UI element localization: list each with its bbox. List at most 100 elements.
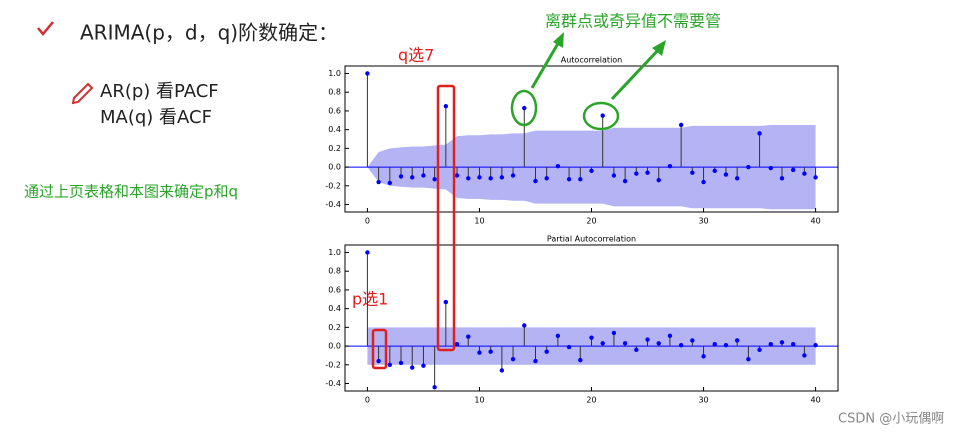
stem-marker [443,104,449,109]
stem-marker [578,177,583,182]
watermark: CSDN @小玩偶啊 [838,412,944,427]
stem-marker [712,342,717,347]
conclusion: 通过上页表格和本图来确定p和q [24,183,238,201]
stem-marker [522,105,527,111]
axes-frame [344,65,839,213]
stem-marker [600,113,605,118]
stem-marker [398,174,404,179]
stem-marker [589,168,594,174]
stem-marker [790,342,796,347]
stem-marker [678,342,684,348]
x-tick-label: 40 [810,217,820,226]
pencil-icon [71,82,94,105]
arrow-head [652,40,666,56]
x-tick-label: 0 [365,396,370,405]
stem-marker [611,330,617,336]
y-tick-label: 1.0 [328,248,341,257]
outlier-circle [510,89,538,127]
stem-marker [667,163,673,169]
y-tick-label: 0.2 [328,144,341,153]
y-tick-label: 0.6 [328,106,341,115]
stem-marker [387,362,393,367]
stem-marker [555,333,561,338]
stem-marker [510,173,516,178]
x-tick-label: 0 [365,217,370,226]
stem-marker [746,356,751,362]
stem-marker [510,356,516,362]
stem-marker [734,338,740,343]
stem-marker [589,335,594,340]
note: MA(q) 看ACF [100,107,212,128]
stem-marker [622,341,628,346]
arrow [530,39,562,89]
y-tick-label: 0.4 [328,125,341,134]
stem-marker [690,338,695,343]
stem-marker [622,178,628,184]
y-tick-label: 0.0 [328,342,341,351]
p-note: p选1 [352,290,388,309]
stem-marker [544,349,549,354]
arrow-head [553,32,564,48]
stem-marker [533,178,538,184]
stem-marker [454,173,460,178]
stem-marker [746,164,751,170]
stem-marker [365,250,370,255]
stem-marker [432,385,437,390]
x-tick-label: 10 [474,396,484,405]
stem-marker [454,342,460,347]
axes-frame [344,244,839,392]
stem-marker [488,176,493,181]
stem-marker [499,175,505,180]
stem-marker [421,173,426,178]
stem-marker [712,168,717,174]
q-note: q选7 [398,46,434,65]
stem-marker [488,349,493,354]
stem-marker [690,170,695,175]
stem-marker [645,337,650,342]
stem-marker [813,342,818,348]
y-tick-label: -0.4 [325,200,341,209]
x-tick-label: 20 [586,217,596,226]
y-tick-label: 0.8 [328,88,341,97]
chart-title: Partial Autocorrelation [547,235,636,244]
stem-marker [645,170,650,175]
stem-marker [566,344,572,350]
x-tick-label: 20 [586,396,596,405]
stem-marker [466,176,471,181]
stem-marker [432,177,437,182]
stem-marker [723,342,729,348]
stem-marker [410,175,415,180]
charts: Autocorrelation 1.0 0.8 0.6 0.4 0.2 0.0 -0.2 -0.… [325,56,839,405]
x-tick-label: 30 [698,396,708,405]
q-box [436,84,456,352]
stem-marker [600,341,605,346]
stem-marker [802,353,807,358]
stem-marker [376,179,381,185]
stem-marker [443,299,449,305]
stem-marker [544,176,549,181]
y-tick-label: 0.8 [328,267,341,276]
y-tick-label: 0.4 [328,304,341,313]
y-tick-label: 0.0 [328,163,341,172]
y-tick-label: -0.2 [325,181,341,190]
stem-marker [802,171,807,176]
stem-marker [477,350,482,355]
stem-marker [779,340,785,345]
stem-marker [723,172,729,177]
y-tick-label: -0.2 [325,360,341,369]
y-tick-label: -0.4 [325,379,341,388]
stem-marker [566,177,572,182]
stem-marker [757,347,762,353]
x-tick-label: 40 [810,396,820,405]
stem-marker [365,71,370,76]
stem-marker [578,357,583,363]
arrow [610,46,662,101]
stem-marker [421,363,426,368]
stem-marker [790,167,796,173]
y-tick-label: 0.2 [328,323,341,332]
stem-marker [398,360,404,366]
x-tick-label: 30 [698,217,708,226]
stem-marker [522,323,527,328]
stem-marker [813,175,818,180]
